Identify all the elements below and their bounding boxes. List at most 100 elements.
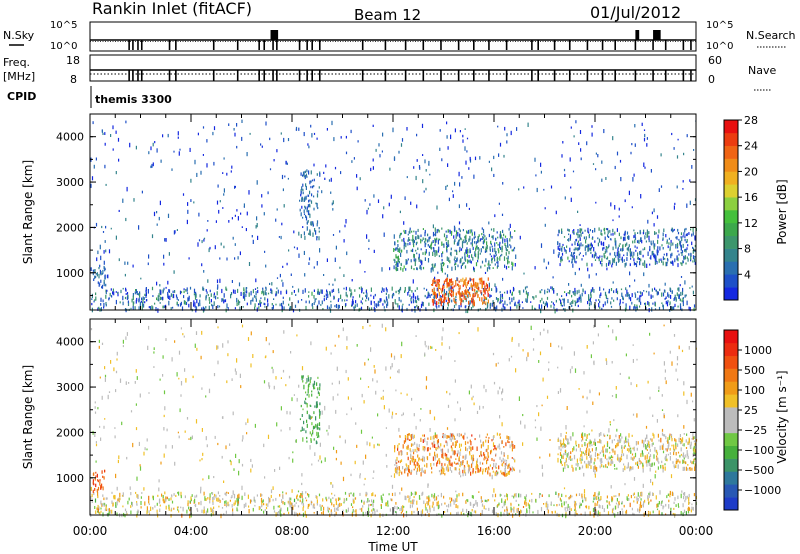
intense-echo-cell xyxy=(445,292,447,296)
flow-region-cell xyxy=(493,459,495,462)
sparse-echo-cell xyxy=(429,173,431,176)
ground-scatter-cell xyxy=(172,306,174,309)
ionospheric-echo-cell xyxy=(101,284,104,289)
ground-scatter-cell xyxy=(515,493,517,498)
flow-region-cell xyxy=(615,444,617,449)
flow-region-cell xyxy=(476,458,478,463)
ground-scatter-cell xyxy=(418,298,420,301)
ionospheric-echo-cell xyxy=(397,255,399,260)
sparse-echo-cell xyxy=(101,395,103,400)
ionospheric-echo-cell xyxy=(496,231,498,234)
sparse-echo-cell xyxy=(177,136,179,139)
ionospheric-echo-cell xyxy=(633,235,635,239)
ground-scatter-cell xyxy=(162,495,164,498)
ground-scatter-cell xyxy=(656,503,658,508)
ground-scatter-cell xyxy=(598,302,600,308)
ground-scatter-cell xyxy=(608,501,610,505)
ionospheric-echo-cell xyxy=(691,233,693,237)
ionospheric-echo-cell xyxy=(499,243,501,249)
sparse-echo-cell xyxy=(469,156,471,161)
sparse-echo-cell xyxy=(167,133,169,138)
ground-scatter-cell xyxy=(606,300,609,304)
ionospheric-echo-cell xyxy=(588,233,590,237)
ground-scatter-cell xyxy=(197,509,199,512)
ionospheric-echo-cell xyxy=(306,221,308,225)
sparse-echo-cell xyxy=(656,215,659,219)
ground-scatter-cell xyxy=(581,493,583,498)
sparse-echo-cell xyxy=(93,164,95,169)
ionospheric-echo-cell xyxy=(593,247,595,252)
intense-echo-cell xyxy=(465,277,467,281)
flow-region-cell xyxy=(487,452,489,456)
ionospheric-echo-cell xyxy=(604,231,606,235)
ground-scatter-cell xyxy=(637,508,639,512)
ionospheric-echo-cell xyxy=(635,249,637,252)
ground-scatter-cell xyxy=(257,289,259,294)
ionospheric-echo-cell xyxy=(482,228,485,233)
ground-scatter-cell xyxy=(217,305,219,309)
sparse-echo-cell xyxy=(234,185,236,188)
ionospheric-echo-cell xyxy=(472,256,474,261)
ground-scatter-cell xyxy=(374,303,376,307)
sparse-echo-cell xyxy=(573,135,575,138)
ground-scatter-cell xyxy=(91,302,93,306)
flow-region-cell xyxy=(472,468,474,471)
ionospheric-echo-cell xyxy=(571,252,573,256)
ionospheric-echo-cell xyxy=(103,279,105,284)
ground-scatter-cell xyxy=(558,493,560,496)
ground-scatter-cell xyxy=(591,287,594,292)
ionospheric-echo-cell xyxy=(420,248,422,251)
sparse-echo-cell xyxy=(660,153,662,157)
sparse-echo-cell xyxy=(275,218,277,222)
flow-region-cell xyxy=(571,464,573,468)
flow-region-cell xyxy=(411,434,413,439)
nsearch-tick-bottom: 10^0 xyxy=(706,41,733,52)
sparse-echo-cell xyxy=(501,422,503,427)
flow-region-cell xyxy=(451,470,453,473)
ground-scatter-cell xyxy=(210,508,212,513)
ionospheric-echo-cell xyxy=(308,232,310,235)
ground-scatter-cell xyxy=(270,494,272,498)
ground-scatter-cell xyxy=(504,300,506,305)
intense-echo-cell xyxy=(486,288,488,291)
sparse-echo-cell xyxy=(683,152,685,156)
sparse-echo-cell xyxy=(392,127,394,133)
sparse-echo-cell xyxy=(415,175,417,181)
intense-echo-cell xyxy=(460,278,462,283)
flow-region-cell xyxy=(437,447,439,450)
flow-region-cell xyxy=(630,466,632,471)
ground-scatter-cell xyxy=(598,504,600,509)
ground-scatter-cell xyxy=(315,496,317,499)
ionospheric-echo-cell xyxy=(104,277,106,280)
ground-scatter-cell xyxy=(218,305,221,308)
sparse-echo-cell xyxy=(203,237,206,240)
ground-scatter-cell xyxy=(481,500,483,503)
ground-scatter-cell xyxy=(371,499,373,503)
sparse-echo-cell xyxy=(276,277,279,279)
flow-region-cell xyxy=(632,457,634,461)
sparse-echo-cell xyxy=(598,491,600,496)
ground-scatter-cell xyxy=(415,300,418,304)
ground-scatter-cell xyxy=(618,500,620,506)
ionospheric-echo-cell xyxy=(612,233,614,236)
ground-scatter-cell xyxy=(222,498,224,500)
ionospheric-echo-cell xyxy=(448,244,450,247)
ground-scatter-cell xyxy=(258,506,260,511)
ground-scatter-cell xyxy=(203,509,205,514)
sparse-echo-cell xyxy=(543,258,545,263)
ionospheric-echo-cell xyxy=(103,282,105,287)
flow-region-cell xyxy=(394,445,396,448)
sparse-echo-cell xyxy=(379,154,381,158)
ground-scatter-cell xyxy=(267,298,269,303)
ground-scatter-cell xyxy=(342,512,344,517)
ionospheric-echo-cell xyxy=(316,223,318,227)
ground-scatter-cell xyxy=(316,503,318,506)
ground-scatter-cell xyxy=(515,513,517,515)
ground-scatter-cell xyxy=(221,288,223,294)
ground-scatter-cell xyxy=(170,509,172,512)
ionospheric-echo-cell xyxy=(685,227,687,231)
ionospheric-echo-cell xyxy=(654,243,656,247)
ground-scatter-cell xyxy=(346,497,348,501)
